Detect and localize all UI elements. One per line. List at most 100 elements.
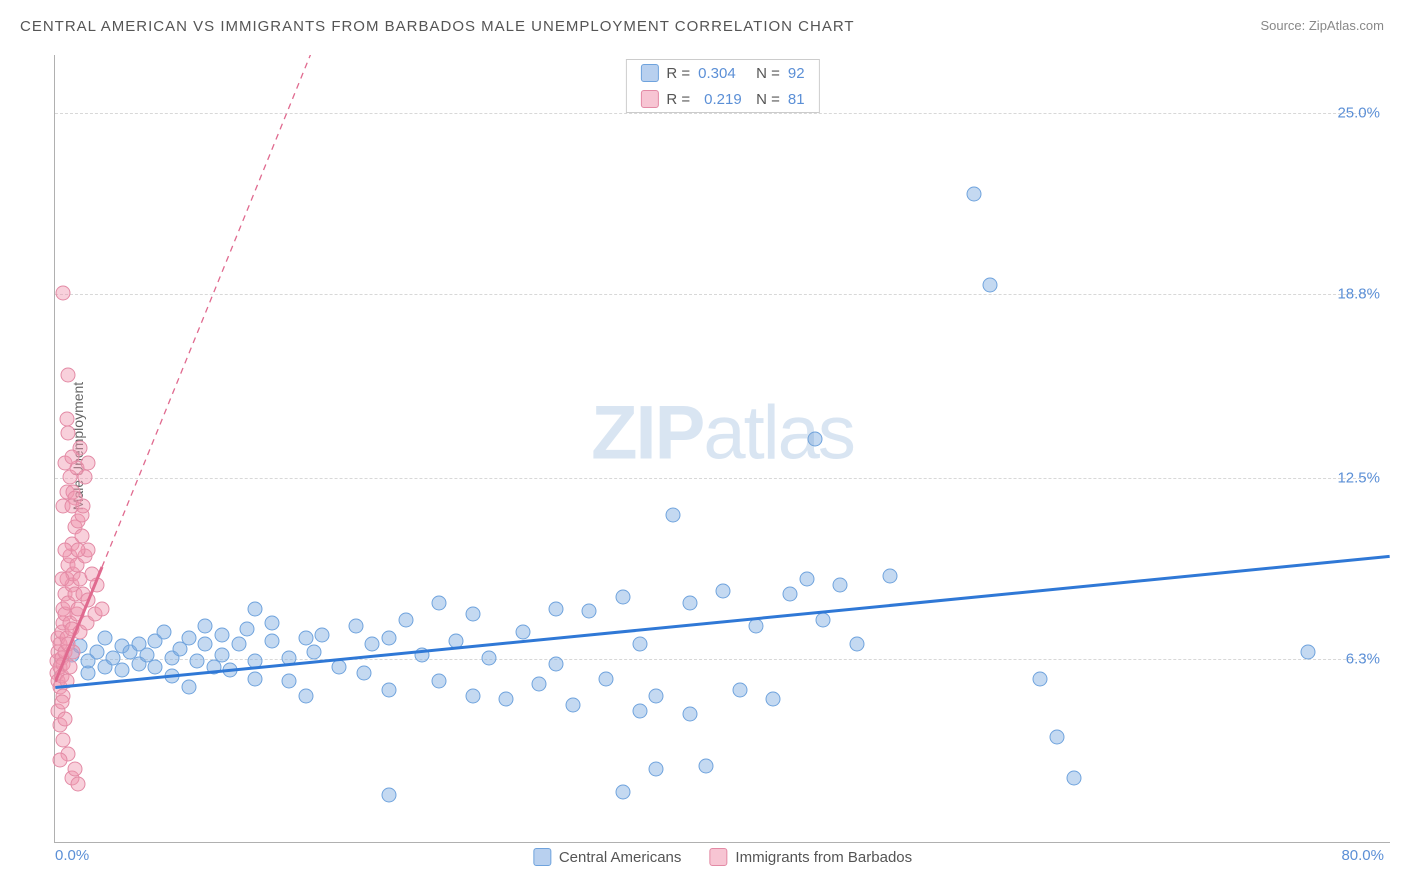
source-prefix: Source: <box>1260 18 1308 33</box>
scatter-point-ca <box>465 689 480 704</box>
scatter-point-ca <box>849 636 864 651</box>
swatch-bb-bottom <box>709 848 727 866</box>
scatter-point-bb <box>68 762 83 777</box>
scatter-point-bb <box>61 368 76 383</box>
scatter-point-ca <box>1066 770 1081 785</box>
scatter-point-ca <box>682 706 697 721</box>
scatter-point-bb <box>81 592 96 607</box>
scatter-point-bb <box>58 712 73 727</box>
scatter-point-ca <box>732 683 747 698</box>
scatter-point-ca <box>632 703 647 718</box>
scatter-point-ca <box>240 621 255 636</box>
scatter-point-ca <box>665 508 680 523</box>
x-tick-label: 80.0% <box>1341 847 1384 864</box>
scatter-point-ca <box>816 613 831 628</box>
source-attribution: Source: ZipAtlas.com <box>1260 18 1384 33</box>
scatter-point-ca <box>448 633 463 648</box>
scatter-point-ca <box>156 624 171 639</box>
scatter-point-ca <box>782 586 797 601</box>
scatter-point-bb <box>64 449 79 464</box>
scatter-point-bb <box>71 543 86 558</box>
scatter-point-ca <box>348 619 363 634</box>
correlation-legend: R = 0.304 N = 92 R = 0.219 N = 81 <box>625 59 819 113</box>
scatter-point-ca <box>749 619 764 634</box>
scatter-point-ca <box>883 569 898 584</box>
scatter-point-ca <box>766 692 781 707</box>
n-label-ca: N = <box>756 65 780 82</box>
scatter-point-ca <box>532 677 547 692</box>
scatter-point-ca <box>265 616 280 631</box>
scatter-point-ca <box>565 697 580 712</box>
x-tick-label: 0.0% <box>55 847 89 864</box>
scatter-point-ca <box>248 654 263 669</box>
scatter-point-bb <box>76 499 91 514</box>
scatter-point-ca <box>315 627 330 642</box>
scatter-point-ca <box>181 680 196 695</box>
r-value-bb: 0.219 <box>698 91 748 108</box>
scatter-point-ca <box>231 636 246 651</box>
gridline <box>55 294 1371 295</box>
n-value-ca: 92 <box>788 65 805 82</box>
scatter-point-bb <box>78 470 93 485</box>
n-label-bb: N = <box>756 91 780 108</box>
series-name-bb: Immigrants from Barbados <box>735 849 912 866</box>
scatter-point-ca <box>281 674 296 689</box>
scatter-point-ca <box>415 648 430 663</box>
scatter-point-ca <box>498 692 513 707</box>
legend-item-ca: Central Americans <box>533 848 682 866</box>
scatter-point-ca <box>716 584 731 599</box>
scatter-point-bb <box>54 572 69 587</box>
y-tick-label: 6.3% <box>1346 651 1380 668</box>
scatter-point-ca <box>215 648 230 663</box>
scatter-point-ca <box>649 689 664 704</box>
scatter-point-bb <box>56 732 71 747</box>
scatter-point-ca <box>148 659 163 674</box>
swatch-ca <box>640 64 658 82</box>
scatter-point-ca <box>807 432 822 447</box>
scatter-point-ca <box>1050 729 1065 744</box>
scatter-point-bb <box>56 286 71 301</box>
series-name-ca: Central Americans <box>559 849 682 866</box>
scatter-point-bb <box>81 455 96 470</box>
series-legend: Central Americans Immigrants from Barbad… <box>533 848 912 866</box>
scatter-point-ca <box>164 668 179 683</box>
scatter-point-ca <box>382 683 397 698</box>
trend-lines <box>55 55 1390 842</box>
y-tick-label: 12.5% <box>1337 470 1380 487</box>
scatter-point-ca <box>549 656 564 671</box>
scatter-point-ca <box>331 659 346 674</box>
scatter-point-ca <box>89 645 104 660</box>
scatter-point-bb <box>54 694 69 709</box>
scatter-point-ca <box>615 589 630 604</box>
scatter-point-ca <box>306 645 321 660</box>
swatch-ca-bottom <box>533 848 551 866</box>
scatter-point-bb <box>59 674 74 689</box>
scatter-point-ca <box>582 604 597 619</box>
gridline <box>55 113 1371 114</box>
scatter-point-ca <box>398 613 413 628</box>
scatter-point-ca <box>465 607 480 622</box>
scatter-point-bb <box>74 528 89 543</box>
scatter-point-ca <box>248 671 263 686</box>
scatter-point-ca <box>181 630 196 645</box>
scatter-point-bb <box>61 426 76 441</box>
r-label-bb: R = <box>666 91 690 108</box>
scatter-point-ca <box>356 665 371 680</box>
scatter-point-ca <box>1033 671 1048 686</box>
scatter-point-ca <box>382 630 397 645</box>
scatter-point-bb <box>59 411 74 426</box>
scatter-point-ca <box>298 630 313 645</box>
r-value-ca: 0.304 <box>698 65 748 82</box>
watermark-bold: ZIP <box>591 390 703 475</box>
scatter-point-ca <box>983 277 998 292</box>
scatter-point-ca <box>832 578 847 593</box>
scatter-point-bb <box>66 645 81 660</box>
scatter-point-ca <box>365 636 380 651</box>
scatter-point-ca <box>248 601 263 616</box>
scatter-point-ca <box>632 636 647 651</box>
scatter-point-ca <box>515 624 530 639</box>
scatter-point-ca <box>281 651 296 666</box>
scatter-point-bb <box>89 578 104 593</box>
scatter-point-ca <box>699 759 714 774</box>
scatter-point-ca <box>223 662 238 677</box>
